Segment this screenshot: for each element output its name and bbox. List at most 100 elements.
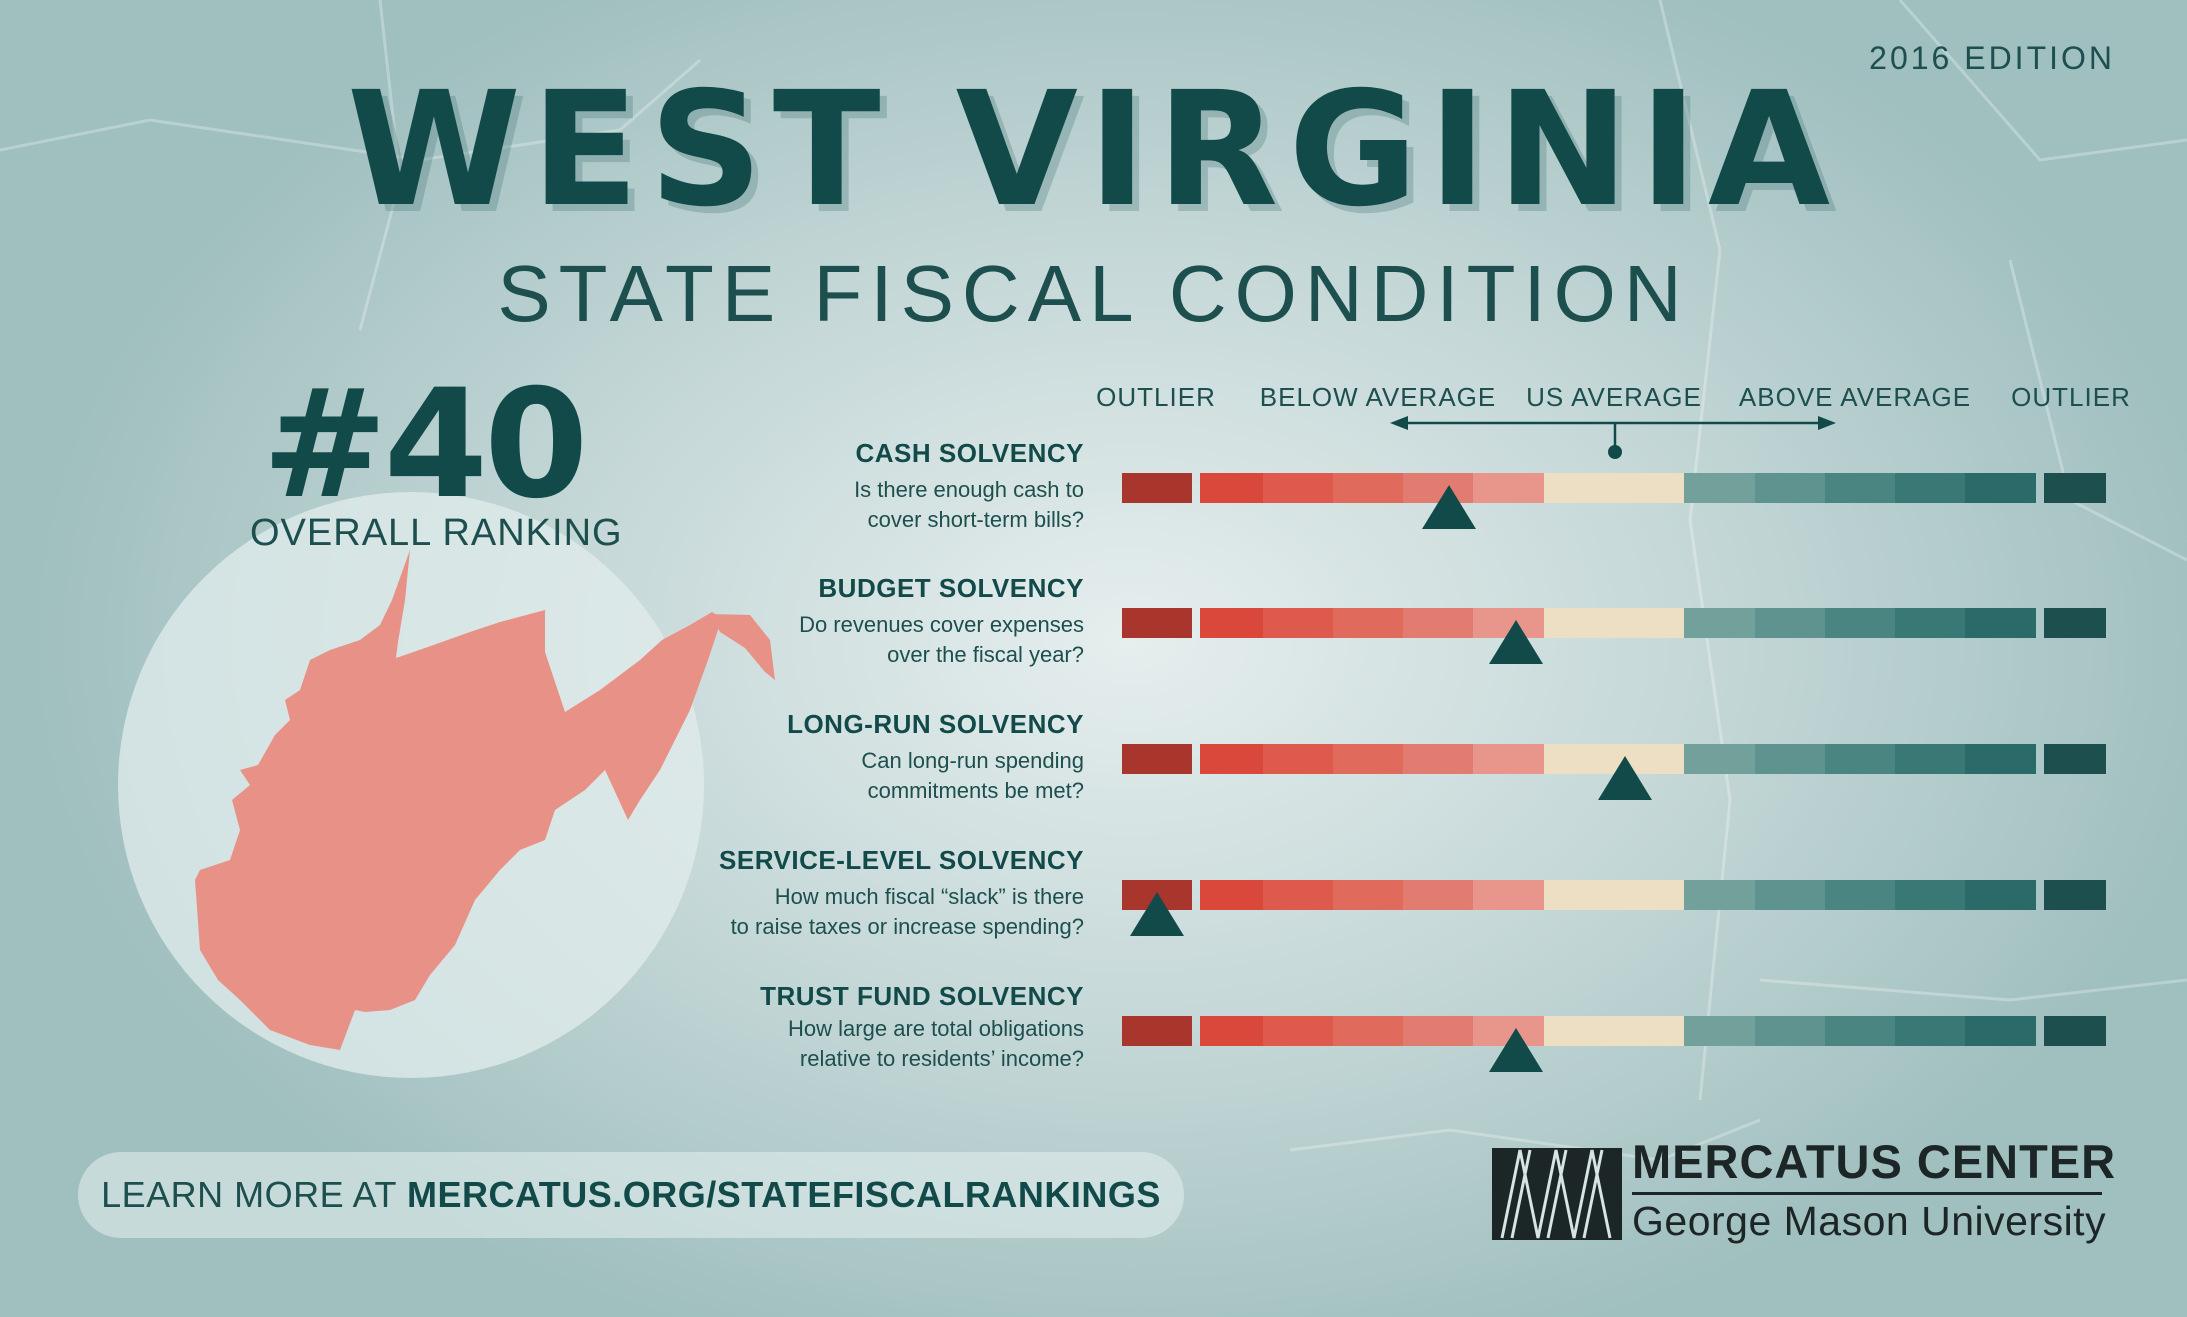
scale-segment: [1895, 608, 1966, 638]
scale-segment: [1965, 1016, 2036, 1046]
scale-segment: [1965, 608, 2036, 638]
scale-segment: [2043, 473, 2106, 503]
scale-segment: [1895, 744, 1966, 774]
row-question-line2: cover short-term bills?: [867, 507, 1084, 532]
learn-more-prefix: LEARN MORE AT: [101, 1174, 397, 1215]
scale-segment: [1824, 744, 1896, 774]
scale-segment: [1965, 880, 2036, 910]
column-header-outlier-low: OUTLIER: [1096, 382, 1216, 412]
row-label: TRUST FUND SOLVENCY How large are total …: [760, 981, 1084, 1074]
scale-segment: [1543, 608, 1614, 638]
scale-segment: [1200, 880, 1263, 910]
row-title: SERVICE-LEVEL SOLVENCY: [719, 845, 1084, 875]
scale-segment: [1332, 608, 1404, 638]
position-marker-icon: [1488, 620, 1543, 664]
column-header-outlier-high: OUTLIER: [2011, 382, 2131, 412]
scale-segment: [1614, 473, 1685, 503]
scale-segment: [1824, 608, 1896, 638]
mercatus-mark-icon: [1492, 1148, 1622, 1240]
row-label: CASH SOLVENCY Is there enough cash to co…: [854, 438, 1084, 535]
scale-segment: [1200, 608, 1263, 638]
scale-segment: [1403, 880, 1474, 910]
scale-segment: [1684, 880, 1755, 910]
row-question-line1: Is there enough cash to: [854, 477, 1084, 502]
scale-segment: [1754, 608, 1825, 638]
scale-segment: [1824, 880, 1896, 910]
row-question-line2: over the fiscal year?: [887, 642, 1084, 667]
scale-segment: [1895, 473, 1966, 503]
scale-segment: [1473, 473, 1544, 503]
scale-segment: [1122, 608, 1193, 638]
scale-segment: [1332, 473, 1404, 503]
row-label: BUDGET SOLVENCY Do revenues cover expens…: [799, 573, 1084, 670]
learn-more-banner: LEARN MORE AT MERCATUS.ORG/STATEFISCALRA…: [78, 1152, 1184, 1238]
scale-segment: [1754, 473, 1825, 503]
scale-segment: [1614, 608, 1685, 638]
scale-segment: [1262, 744, 1333, 774]
scale-segment: [1122, 473, 1193, 503]
row-question-line2: commitments be met?: [867, 778, 1084, 803]
overall-rank-label: OVERALL RANKING: [250, 512, 623, 554]
scale-segment: [1332, 880, 1404, 910]
logo-subtitle: George Mason University: [1632, 1198, 2107, 1244]
scale-segment: [1262, 880, 1333, 910]
scale-segment: [1965, 473, 2036, 503]
scale-segment: [1262, 473, 1333, 503]
row-title: TRUST FUND SOLVENCY: [760, 981, 1084, 1011]
scale-segment: [2043, 744, 2106, 774]
row-question-line1: Do revenues cover expenses: [799, 612, 1084, 637]
row-title: CASH SOLVENCY: [855, 438, 1084, 468]
rating-scale-bar: [1122, 608, 2106, 638]
scale-segment: [1754, 744, 1825, 774]
logo-divider: [1632, 1192, 2102, 1195]
row-question-line1: How large are total obligations: [788, 1016, 1084, 1041]
rating-scale-bar: [1122, 473, 2106, 503]
scale-segment: [1473, 880, 1544, 910]
learn-more-link[interactable]: MERCATUS.ORG/STATEFISCALRANKINGS: [406, 1174, 1161, 1215]
scale-segment: [1122, 1016, 1193, 1046]
row-title: LONG-RUN SOLVENCY: [787, 709, 1084, 739]
page-title: WEST VIRGINIA: [346, 58, 1841, 242]
scale-segment: [2043, 608, 2106, 638]
row-question-line2: to raise taxes or increase spending?: [730, 914, 1084, 939]
scale-segment: [1473, 744, 1544, 774]
scale-segment: [2043, 880, 2106, 910]
scale-segment: [1403, 608, 1474, 638]
position-marker-icon: [1130, 892, 1185, 936]
row-question-line1: How much fiscal “slack” is there: [774, 884, 1084, 909]
scale-segment: [1614, 880, 1685, 910]
scale-segment: [1403, 744, 1474, 774]
rating-scale-bar: [1122, 880, 2106, 910]
scale-segment: [1332, 1016, 1404, 1046]
edition-label: 2016 EDITION: [1869, 40, 2115, 76]
position-marker-icon: [1597, 756, 1652, 800]
scale-segment: [1684, 744, 1755, 774]
column-header-us-average: US AVERAGE: [1526, 382, 1702, 412]
scale-segment: [2043, 1016, 2106, 1046]
row-label: LONG-RUN SOLVENCY Can long-run spending …: [787, 709, 1084, 806]
scale-segment: [1824, 1016, 1896, 1046]
scale-segment: [1262, 608, 1333, 638]
overall-rank-number: #40: [262, 358, 588, 532]
row-question-line1: Can long-run spending: [861, 748, 1084, 773]
scale-segment: [1614, 1016, 1685, 1046]
scale-segment: [1543, 1016, 1614, 1046]
column-header-above-average: ABOVE AVERAGE: [1738, 382, 1972, 412]
scale-segment: [1965, 744, 2036, 774]
scale-segment: [1122, 744, 1193, 774]
scale-segment: [1684, 608, 1755, 638]
position-marker-icon: [1488, 1028, 1543, 1072]
row-question-line2: relative to residents’ income?: [799, 1046, 1084, 1071]
position-marker-icon: [1421, 485, 1476, 529]
scale-direction-arrow-icon: [1390, 416, 1836, 459]
page-subtitle: STATE FISCAL CONDITION: [497, 249, 1690, 338]
row-label: SERVICE-LEVEL SOLVENCY How much fiscal “…: [719, 845, 1084, 942]
scale-segment: [1543, 473, 1614, 503]
row-title: BUDGET SOLVENCY: [818, 573, 1084, 603]
scale-segment: [1200, 1016, 1263, 1046]
scale-segment: [1684, 1016, 1755, 1046]
west-virginia-map-icon: [195, 550, 775, 1050]
column-header-below-average: BELOW AVERAGE: [1259, 382, 1497, 412]
scale-segment: [1824, 473, 1896, 503]
